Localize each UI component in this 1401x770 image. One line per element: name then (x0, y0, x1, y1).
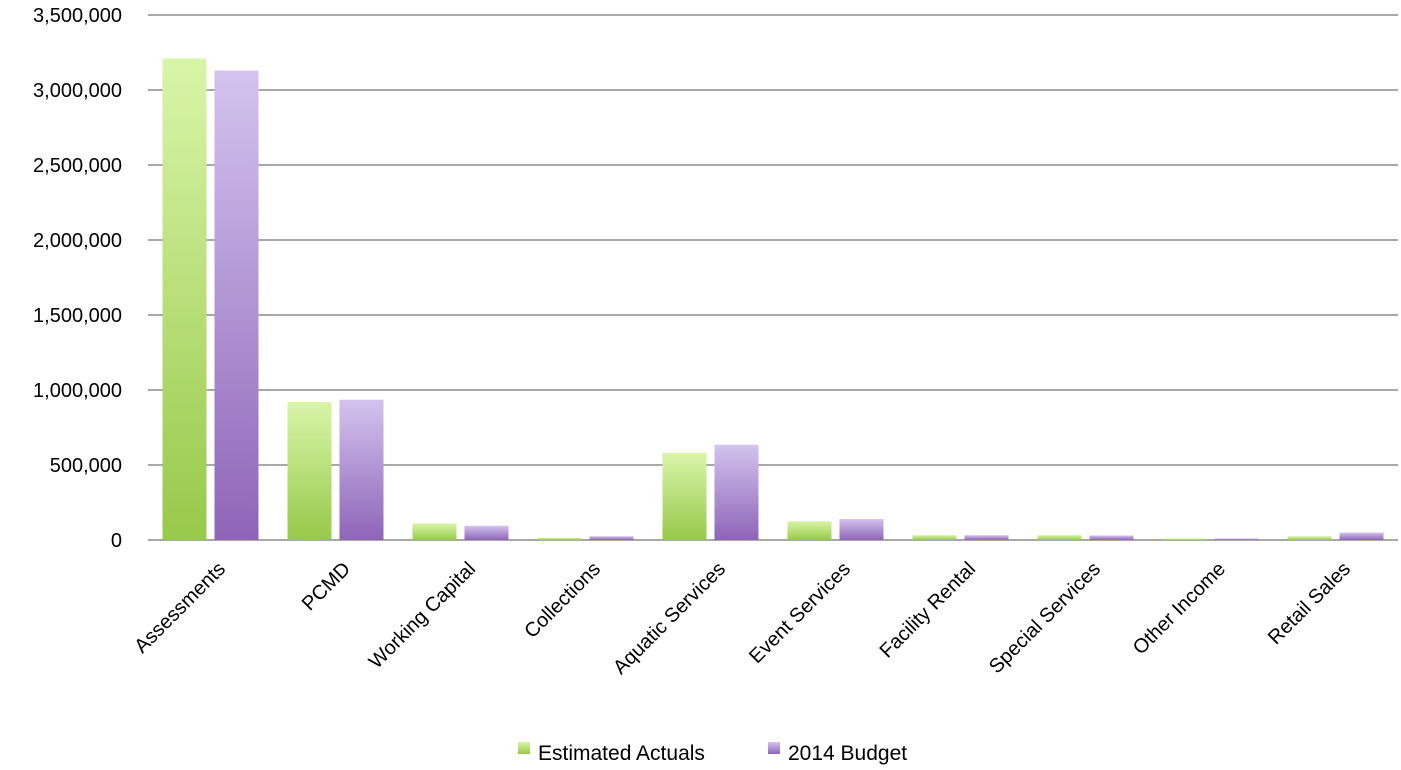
x-category-label: Collections (520, 558, 605, 643)
bars (162, 58, 1384, 540)
legend-swatch (768, 742, 780, 754)
x-category-label: Assessments (130, 558, 230, 658)
bar-estimated-actuals-5 (787, 521, 832, 540)
bar-2014-budget-4 (714, 444, 759, 540)
bar-2014-budget-3 (589, 536, 634, 540)
x-category-label: Special Services (985, 558, 1105, 678)
y-tick-label: 0 (111, 530, 122, 552)
y-axis-tick-labels: 0 500,000 1,000,000 1,500,000 2,000,000 2,500… (33, 5, 122, 552)
x-category-label: PCMD (298, 558, 355, 615)
bar-2014-budget-5 (839, 519, 884, 540)
x-category-label: Facility Rental (876, 558, 980, 662)
x-category-label: Working Capital (365, 558, 480, 673)
x-axis-category-labels: Assessments PCMD Working Capital Collection… (130, 558, 1355, 679)
legend-swatch (518, 742, 530, 754)
bar-2014-budget-9 (1339, 532, 1384, 540)
bar-2014-budget-7 (1089, 535, 1134, 540)
legend-label: 2014 Budget (788, 742, 907, 765)
y-tick-label: 2,500,000 (33, 155, 122, 177)
y-tick-label: 1,000,000 (33, 380, 122, 402)
bar-estimated-actuals-9 (1287, 536, 1332, 540)
bar-2014-budget-2 (464, 525, 509, 540)
y-tick-label: 3,000,000 (33, 80, 122, 102)
bar-estimated-actuals-7 (1037, 535, 1082, 540)
bar-2014-budget-0 (214, 70, 259, 540)
y-tick-label: 3,500,000 (33, 5, 122, 27)
bar-estimated-actuals-8 (1162, 538, 1207, 540)
x-category-label: Event Services (745, 558, 855, 668)
x-category-label: Other Income (1129, 558, 1230, 659)
bar-estimated-actuals-4 (662, 453, 707, 540)
bar-2014-budget-6 (964, 535, 1009, 540)
bar-2014-budget-8 (1214, 538, 1259, 540)
bar-estimated-actuals-6 (912, 535, 957, 540)
x-category-label: Retail Sales (1264, 558, 1355, 649)
bar-estimated-actuals-0 (162, 58, 207, 540)
gridlines (148, 14, 1398, 541)
y-tick-label: 1,500,000 (33, 305, 122, 327)
bar-estimated-actuals-2 (412, 523, 457, 540)
bar-2014-budget-1 (339, 399, 384, 540)
bar-estimated-actuals-3 (537, 537, 582, 540)
bar-estimated-actuals-1 (287, 402, 332, 540)
legend-label: Estimated Actuals (538, 742, 705, 765)
y-tick-label: 2,000,000 (33, 230, 122, 252)
x-category-label: Aquatic Services (609, 558, 730, 679)
legend: Estimated Actuals 2014 Budget (518, 742, 907, 765)
y-tick-label: 500,000 (50, 455, 122, 477)
